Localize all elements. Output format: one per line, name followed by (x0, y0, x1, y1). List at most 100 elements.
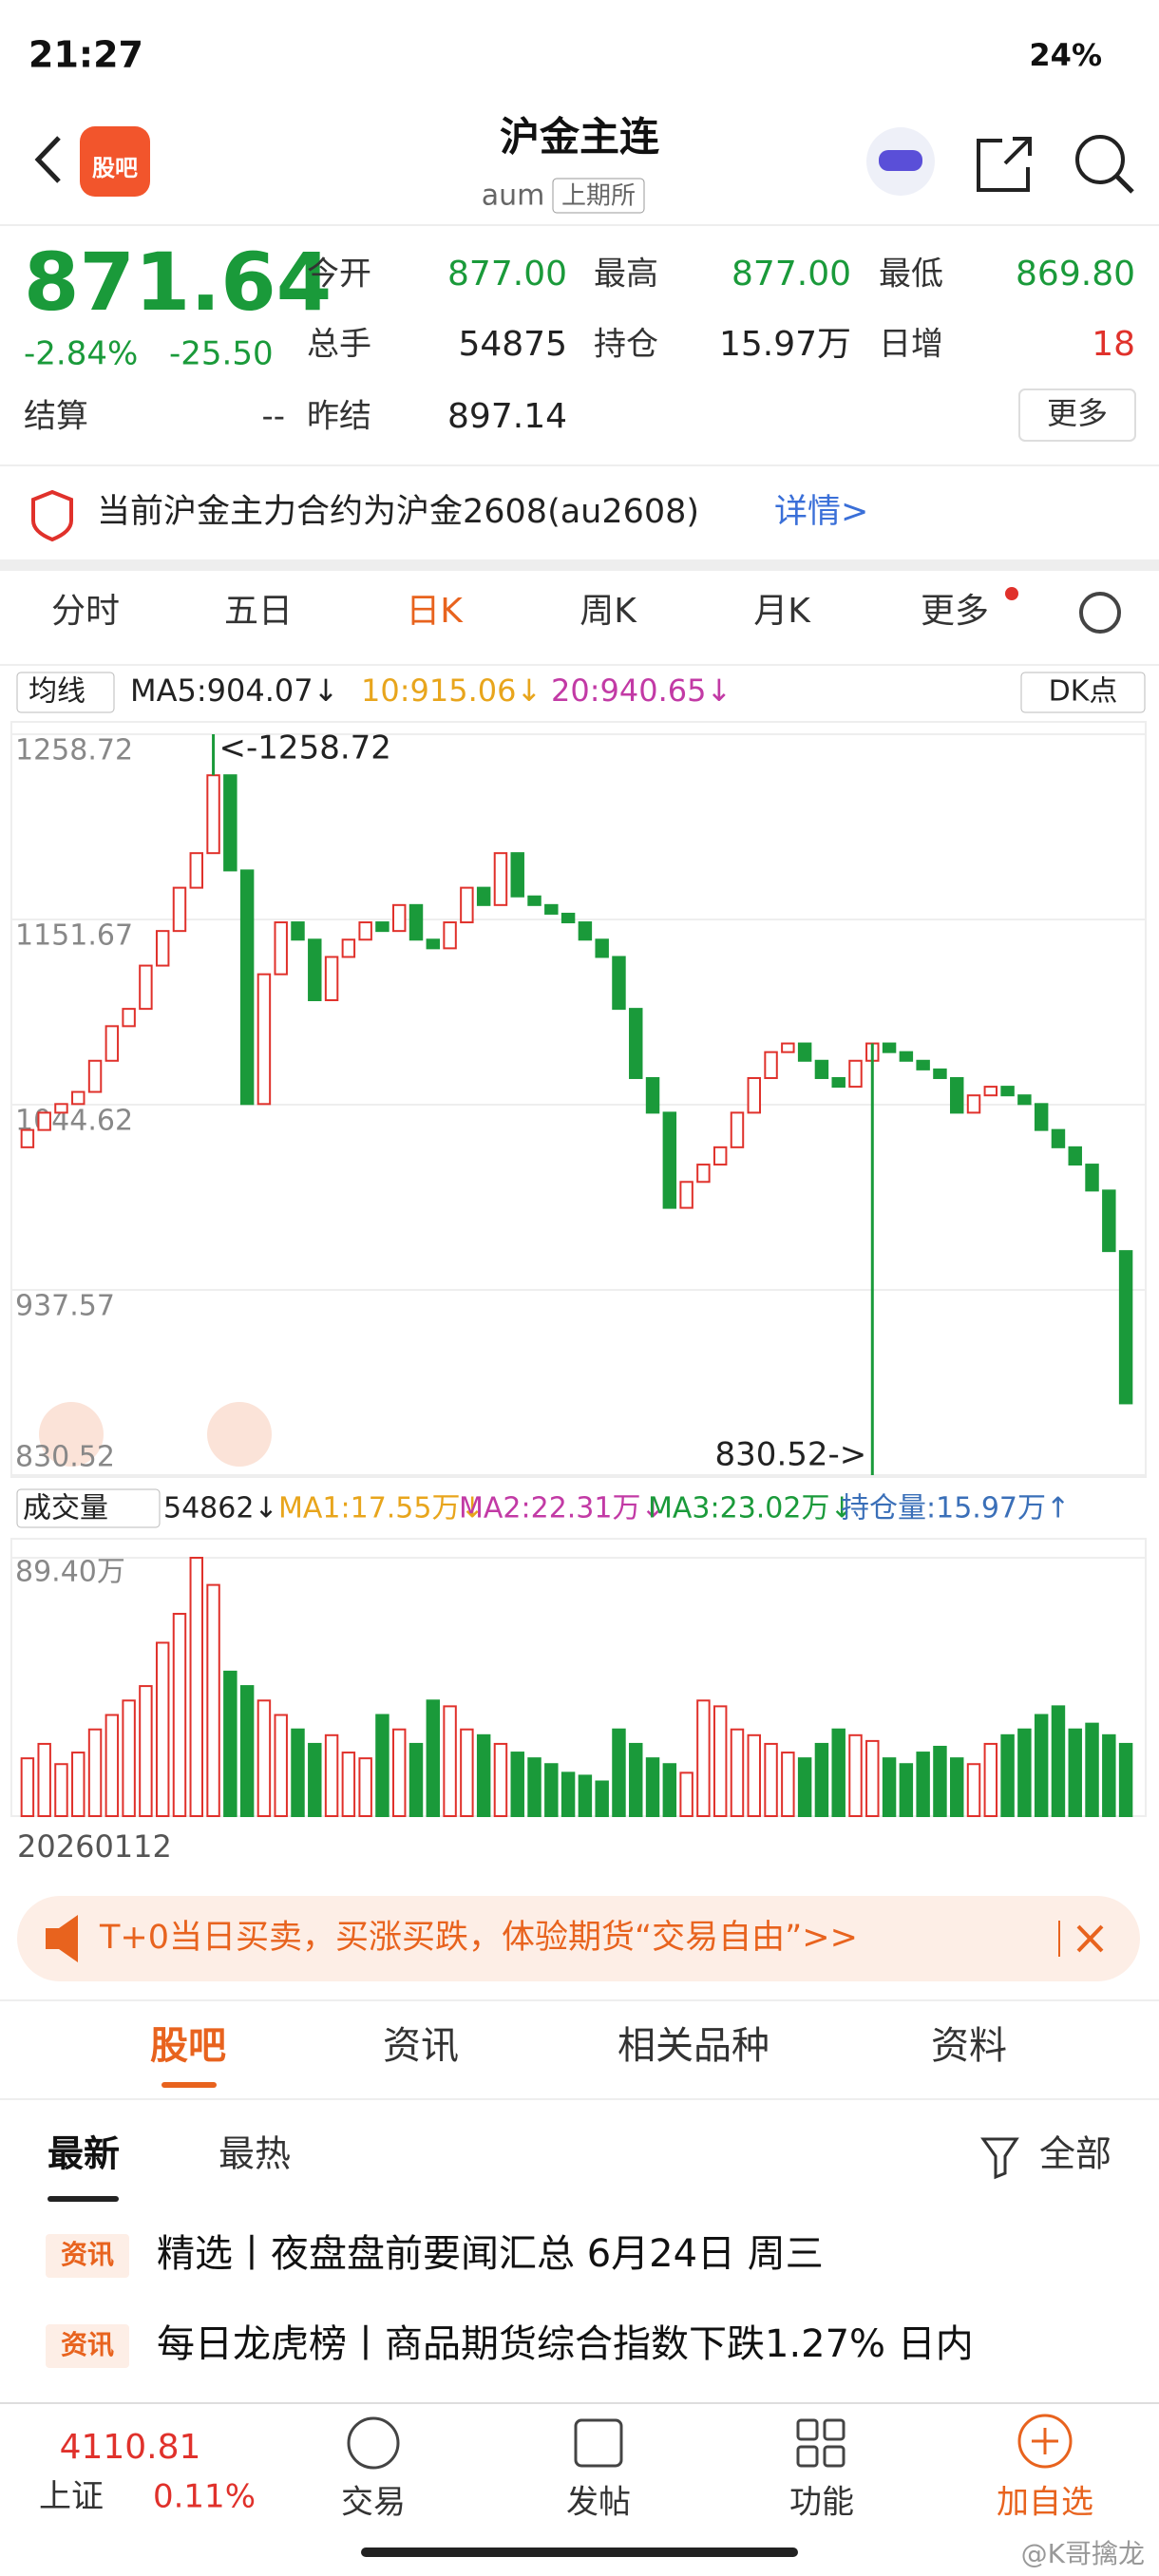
candle (37, 1111, 51, 1131)
news-tag: 资讯 (61, 2239, 114, 2270)
y-tick-label: 1151.67 (15, 919, 133, 953)
section-tab[interactable]: 股吧 (150, 2024, 226, 2068)
filter-all[interactable]: 全部 (1039, 2133, 1112, 2175)
value: 54875 (458, 325, 567, 364)
filter-hot[interactable]: 最热 (218, 2133, 291, 2175)
volume-bar (172, 1613, 187, 1818)
candle (122, 1008, 136, 1028)
candle (139, 964, 153, 1011)
nav-add[interactable]: 加自选 (997, 2484, 1093, 2522)
ma-selector[interactable]: 均线 (28, 675, 86, 709)
tab-underline (162, 2082, 217, 2088)
kline-frame (10, 721, 1147, 1478)
dk-label[interactable]: DK点 (1049, 675, 1118, 709)
candle (87, 1059, 103, 1093)
section-tab[interactable]: 相关品种 (618, 2024, 770, 2068)
volume-bar (747, 1733, 761, 1817)
label: 今开 (307, 256, 371, 294)
period-tab[interactable]: 分时 (51, 592, 120, 631)
high-annotation: <-1258.72 (219, 729, 391, 767)
label: 最低 (879, 256, 943, 294)
volume-bar (54, 1763, 68, 1817)
volume-bar (122, 1699, 136, 1818)
share-icon[interactable] (977, 137, 1032, 192)
post-icon[interactable] (574, 2418, 623, 2468)
candle (916, 1059, 930, 1070)
back-icon[interactable] (34, 136, 61, 183)
tools-icon[interactable] (796, 2418, 819, 2441)
expand-button[interactable] (39, 1402, 104, 1467)
volume-bar (882, 1757, 897, 1818)
ma10: 10:915.06↓ (361, 672, 542, 709)
value: 869.80 (1016, 255, 1135, 294)
period-tab[interactable]: 月K (753, 592, 811, 631)
low-annotation: 830.52-> (715, 1436, 867, 1474)
banner[interactable] (17, 1896, 1140, 1981)
notice-link[interactable]: 详情> (774, 493, 868, 531)
dk-box[interactable] (1020, 672, 1146, 713)
candle (308, 938, 322, 1002)
section-tab[interactable]: 资讯 (383, 2024, 459, 2068)
volume-bar (662, 1763, 677, 1817)
candle (882, 1042, 897, 1053)
trade-icon[interactable] (347, 2416, 400, 2470)
volume-bar (476, 1733, 491, 1817)
section-tab[interactable]: 资料 (931, 2024, 1007, 2068)
volume-bar (341, 1752, 356, 1817)
news-title[interactable]: 精选丨夜盘盘前要闻汇总 6月24日 周三 (157, 2232, 824, 2276)
candle (1034, 1103, 1049, 1131)
volume-bar (1017, 1728, 1032, 1818)
filter-latest[interactable]: 最新 (48, 2133, 120, 2175)
volume-bar (966, 1763, 981, 1817)
filter-icon[interactable] (980, 2137, 1019, 2180)
volume-bar (645, 1757, 660, 1818)
candle (324, 956, 339, 1002)
candle (476, 886, 491, 906)
candle (172, 886, 187, 933)
volume-selector-box[interactable] (16, 1488, 161, 1528)
candle (1017, 1094, 1032, 1106)
candle (747, 1076, 761, 1114)
label: 最高 (594, 256, 658, 294)
exchange-box (552, 178, 645, 214)
ma-selector-box[interactable] (16, 672, 115, 713)
status-time: 21:27 (28, 34, 143, 76)
more-button-label[interactable]: 更多 (1047, 395, 1108, 431)
app-icon[interactable] (80, 126, 150, 197)
settings-icon[interactable] (1079, 592, 1121, 634)
volume-bar (712, 1705, 728, 1817)
candle (358, 921, 372, 941)
candle (291, 921, 305, 941)
volume-bar (916, 1752, 930, 1817)
more-button[interactable] (1018, 388, 1136, 442)
nav-post[interactable]: 发帖 (566, 2484, 631, 2522)
index-value[interactable]: 4110.81 (60, 2428, 201, 2467)
add-icon[interactable] (1017, 2414, 1073, 2469)
volume-bar (764, 1742, 778, 1818)
nav-tools[interactable]: 功能 (789, 2484, 854, 2522)
bottom-nav (0, 2403, 1159, 2576)
volume-last: 54862↓ (163, 1492, 278, 1525)
period-tab[interactable]: 周K (580, 592, 637, 631)
search-icon[interactable] (1075, 135, 1125, 184)
label: 日增 (879, 326, 943, 364)
date-label: 20260112 (17, 1828, 172, 1865)
tools-icon (823, 2445, 846, 2468)
candle (1102, 1189, 1116, 1253)
close-icon[interactable] (1076, 1924, 1104, 1953)
value: 15.97万 (719, 325, 851, 364)
volume-selector[interactable]: 成交量 (23, 1492, 108, 1525)
banner-text[interactable]: T+0当日买卖，买涨买跌，体验期货“交易自由”>> (99, 1919, 858, 1957)
period-tab[interactable]: 日K (406, 592, 464, 631)
news-title[interactable]: 每日龙虎榜丨商品期货综合指数下跌1.27% 日内 (157, 2322, 974, 2366)
volume-bar (493, 1742, 508, 1818)
value: 877.00 (447, 255, 567, 294)
value: 18 (1092, 325, 1135, 364)
candle (1000, 1086, 1015, 1097)
nav-trade[interactable]: 交易 (341, 2484, 406, 2522)
candle (595, 938, 609, 958)
period-tab[interactable]: 五日 (224, 592, 293, 631)
period-tab[interactable]: 更多 (921, 592, 989, 631)
fullscreen-button[interactable] (207, 1402, 272, 1467)
